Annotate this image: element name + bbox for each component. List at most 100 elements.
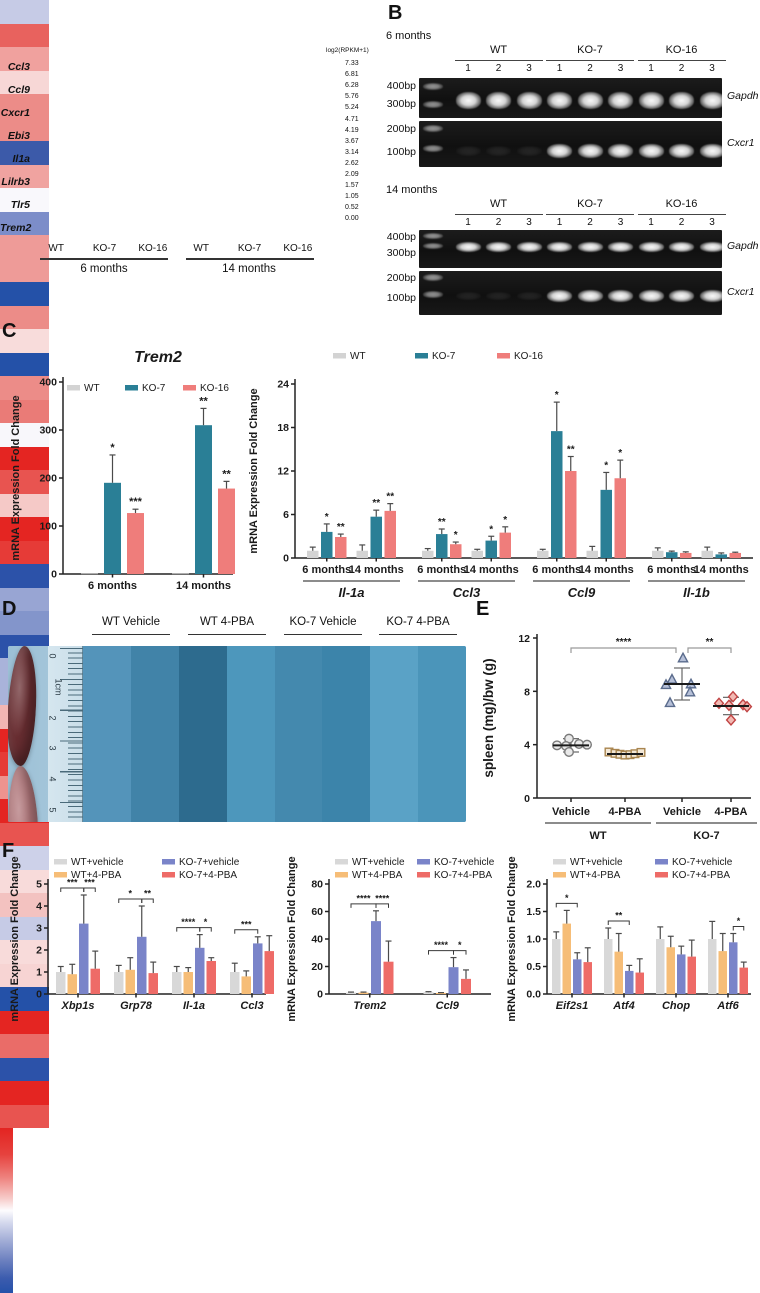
legend-swatch [333,353,346,359]
bp-marker-label: 400bp [386,231,416,243]
dna-band [547,290,572,302]
text-label: **** [434,940,449,950]
bar [680,552,692,558]
lane-number: 3 [526,63,532,74]
text-label: Il-1b [683,585,710,600]
bar [67,974,77,994]
trem2-ccl9-bar-chart: 0 20 40 60 80 mRNA Expression Fold Change WT+v… [283,852,499,1041]
photo-strip [83,646,132,822]
bar [230,972,240,994]
heatmap-col-label: WT [48,243,64,254]
dna-band [577,290,603,302]
lane-number: 2 [587,217,593,228]
bar [206,961,216,994]
bar [701,550,713,558]
faint-band [486,146,511,156]
legend-value: 4.71 [345,115,359,123]
bp-marker-label: 400bp [386,80,416,92]
gene-label: Cxcr1 [727,137,755,149]
genotype-label: KO-16 [665,198,698,210]
sig-bracket [234,929,259,934]
text-label: 2 [36,945,42,957]
bar [195,425,212,574]
bar [729,552,741,558]
text-label: 0 [283,553,289,565]
lane-number: 1 [556,63,563,74]
heatmap-row-label: Ebi3 [7,129,30,142]
heatmap-cell [0,963,49,987]
bar [383,961,394,994]
text-label: 6 months [302,564,351,576]
ladder-band [423,291,443,298]
bar [614,478,626,558]
text-label: *** [241,919,252,929]
bar [635,972,644,994]
upr-bar-chart: 0.0 0.5 1.0 1.5 2.0 mRNA Expression Fold Chan… [505,852,757,1041]
text-label: ** [222,468,231,480]
ladder-band [423,125,443,132]
text-label: * [737,916,741,926]
dna-band [669,242,694,252]
legend-value: 1.05 [345,193,359,201]
legend-title: log2(RPKM+1) [326,47,369,54]
ladder-band [423,101,443,108]
legend-swatch [335,872,348,878]
heatmap-cell [0,117,49,141]
text-label: WT+4-PBA [352,870,403,881]
bar [708,939,717,994]
panel-d-label: D [2,598,17,620]
bar [183,972,193,994]
bar [370,516,382,558]
text-label: ** [567,445,575,456]
text-label: KO-7+4-PBA [672,870,730,881]
text-label: WT+4-PBA [71,870,122,881]
spleen-photo-image: 0 1cm 2 3 4 5 [8,646,466,822]
bar [127,513,144,574]
bar [321,531,333,558]
text-label: * [325,512,329,523]
panel-a-heatmap: A Ccl3Ccl9Cxcr1Ebi3Il1aLilrb3Tlr5Trem2WT… [0,0,380,1293]
text-label: mRNA Expression Fold Change [286,856,298,1021]
treatment-group-underline [92,634,170,636]
heatmap-row-label: Lilrb3 [1,175,30,188]
legend-swatch [655,859,668,865]
text-label: 8 [524,686,530,698]
treatment-group-underline [284,634,362,636]
text-label: *** [67,878,78,888]
lane-number: 2 [495,217,502,228]
text-label: Grp78 [120,1000,153,1012]
lane-number: 2 [678,63,685,74]
bar-chart-svg: 0 100 200 300 400 mRNA Expression Fold Change… [10,349,235,592]
gel-image [419,121,722,167]
bar [436,534,448,558]
dna-band [699,242,722,252]
bar [104,482,121,574]
genotype-underline [546,60,634,62]
text-label: KO-7+4-PBA [179,870,237,881]
panel-c-barcharts: C 0 100 200 300 400 mRNA Expression Fold Chan… [0,318,760,600]
genotype-underline [454,60,543,62]
dna-band [699,144,722,158]
sig-bracket [732,926,745,931]
heatmap-cell [0,329,49,353]
sig-bracket [607,920,630,925]
legend-swatch [335,859,348,865]
bar [81,573,98,575]
sig-bracket [687,647,732,653]
bar [604,939,613,994]
text-label: Vehicle [552,806,590,818]
dna-band [547,242,572,252]
ladder-band [423,233,443,239]
dna-band [577,92,603,109]
heatmap-row-label: Ccl9 [7,83,30,96]
heatmap-cell [0,258,49,282]
text-label: * [604,460,608,471]
dna-band [486,92,511,109]
heatmap-cell [0,164,49,188]
text-label: * [204,917,208,927]
text-label: WT [84,383,100,394]
heatmap-cell [0,94,49,118]
legend-value: 5.24 [345,104,359,112]
data-point-triangle [664,696,676,708]
bar [384,510,396,558]
